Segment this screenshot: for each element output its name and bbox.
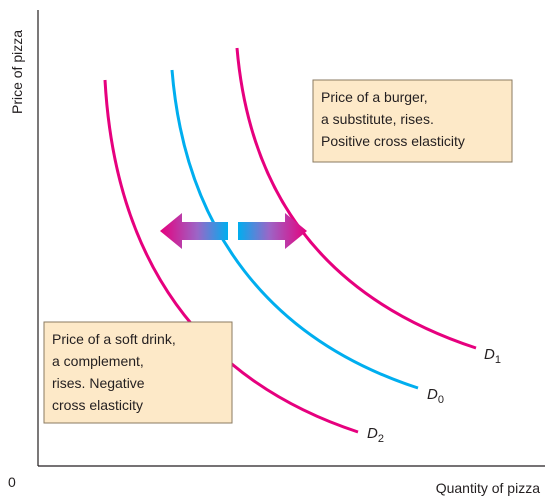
demand-curve-d0 xyxy=(170,69,419,390)
demand-curve-d2 xyxy=(103,79,359,434)
curve-label: D1 xyxy=(484,346,501,366)
origin-label: 0 xyxy=(8,474,16,490)
curve-label: D0 xyxy=(427,386,444,406)
shift-left-arrow xyxy=(160,213,228,249)
box-text: a substitute, rises. xyxy=(321,111,434,127)
substitute-box xyxy=(312,79,513,163)
complement-box xyxy=(43,321,233,424)
box-text: Price of a soft drink, xyxy=(52,331,176,347)
box-text: cross elasticity xyxy=(52,397,143,413)
shift-right-arrow xyxy=(238,213,307,249)
y-axis-label: Price of pizza xyxy=(9,30,25,114)
box-text: a complement, xyxy=(52,353,144,369)
box-text: Price of a burger, xyxy=(321,89,428,105)
demand-curve-d1 xyxy=(235,47,477,350)
x-axis-label: Quantity of pizza xyxy=(436,480,540,496)
box-text: rises. Negative xyxy=(52,375,145,391)
box-text: Positive cross elasticity xyxy=(321,133,465,149)
curve-label: D2 xyxy=(367,425,384,445)
